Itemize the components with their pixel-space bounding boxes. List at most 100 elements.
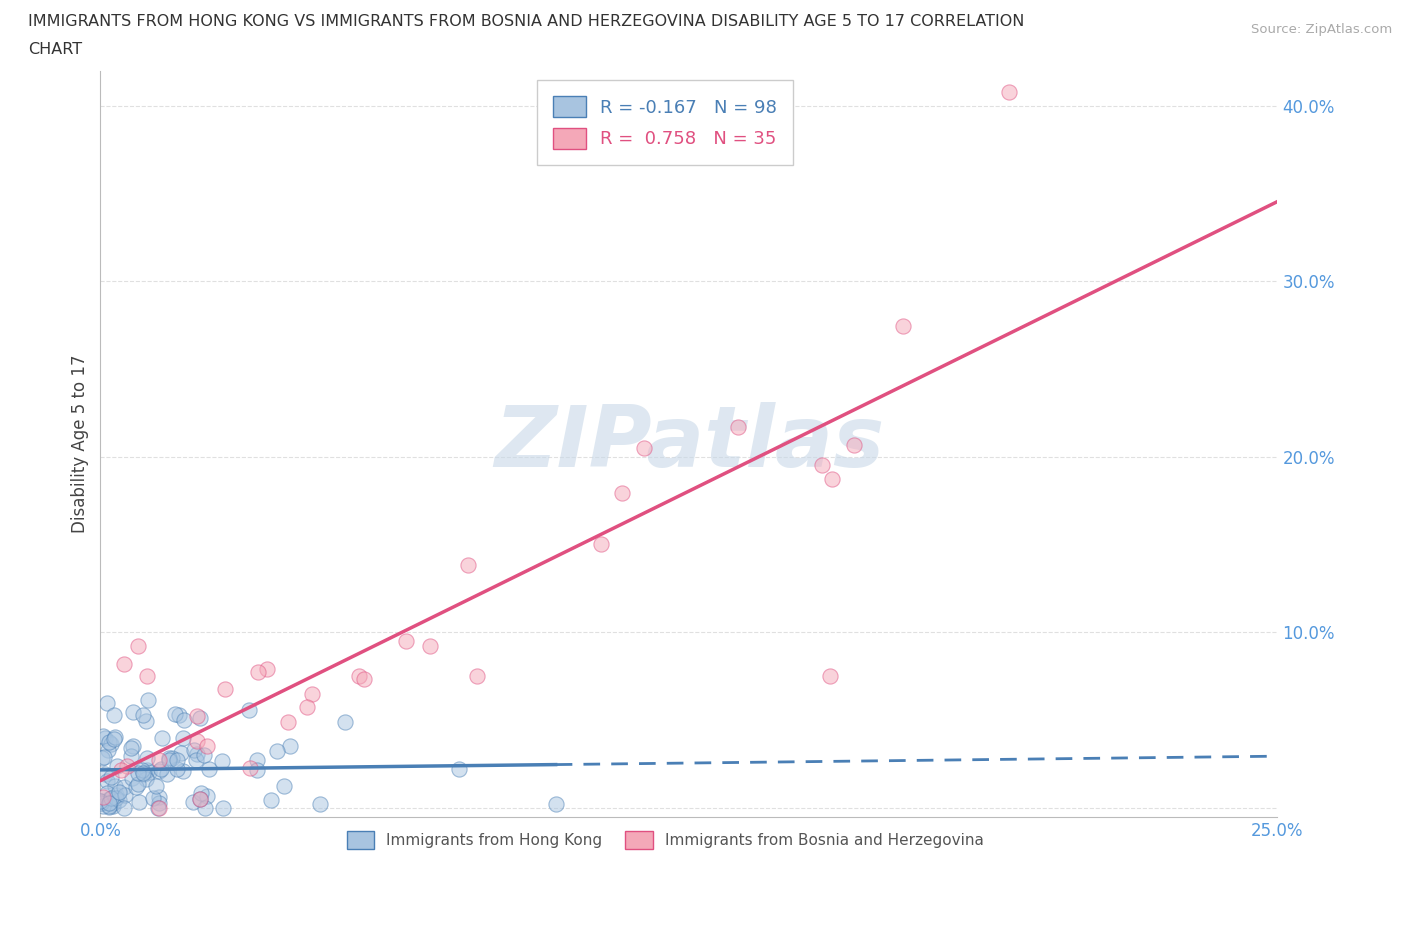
Point <box>107 785 129 800</box>
Point <box>97 795 120 810</box>
Point <box>115 759 138 774</box>
Point <box>256 661 278 676</box>
Point <box>591 537 613 551</box>
Point <box>188 791 211 806</box>
Point <box>183 742 205 757</box>
Point <box>120 749 142 764</box>
Point <box>131 763 153 777</box>
Point <box>107 793 129 808</box>
Point <box>128 795 150 810</box>
Point <box>842 438 865 453</box>
Point <box>105 758 128 773</box>
Point <box>211 801 233 816</box>
Point <box>193 748 215 763</box>
Point <box>90 795 112 810</box>
Point <box>166 752 188 767</box>
Point <box>103 708 125 723</box>
Point <box>419 639 441 654</box>
Point <box>104 791 127 806</box>
Point <box>138 764 160 779</box>
Point <box>91 728 114 743</box>
Point <box>132 707 155 722</box>
Point <box>96 774 118 789</box>
Point <box>278 738 301 753</box>
Point <box>112 779 135 794</box>
Point <box>266 744 288 759</box>
Point <box>98 791 121 806</box>
Point <box>91 799 114 814</box>
Point <box>246 752 269 767</box>
Point <box>148 801 170 816</box>
Point <box>152 731 174 746</box>
Text: ZIPatlas: ZIPatlas <box>494 403 884 485</box>
Point <box>260 792 283 807</box>
Point <box>90 794 112 809</box>
Point <box>94 766 117 781</box>
Point <box>184 752 207 767</box>
Point <box>186 709 208 724</box>
Point <box>104 778 127 793</box>
Point <box>301 686 323 701</box>
Point <box>821 472 844 486</box>
Point <box>156 766 179 781</box>
Point <box>114 788 136 803</box>
Point <box>238 702 260 717</box>
Point <box>127 777 149 791</box>
Point <box>190 785 212 800</box>
Point <box>612 486 634 501</box>
Point <box>181 795 204 810</box>
Point <box>149 762 172 777</box>
Point <box>186 746 208 761</box>
Point <box>998 85 1021 100</box>
Point <box>120 740 142 755</box>
Point <box>214 682 236 697</box>
Point <box>891 318 914 333</box>
Point <box>91 790 114 804</box>
Point <box>132 765 155 780</box>
Point <box>186 734 208 749</box>
Point <box>121 771 143 786</box>
Point <box>165 707 187 722</box>
Point <box>122 705 145 720</box>
Point <box>100 737 122 751</box>
Point <box>633 441 655 456</box>
Point <box>136 763 159 777</box>
Point <box>309 797 332 812</box>
Point <box>195 738 218 753</box>
Point <box>146 801 169 816</box>
Point <box>94 731 117 746</box>
Point <box>172 764 194 778</box>
Point <box>97 743 120 758</box>
Point <box>97 798 120 813</box>
Point <box>101 798 124 813</box>
Point <box>148 764 170 778</box>
Point <box>170 746 193 761</box>
Point <box>136 692 159 707</box>
Point <box>98 800 121 815</box>
Point <box>727 419 749 434</box>
Point <box>457 557 479 572</box>
Point <box>135 714 157 729</box>
Point <box>125 779 148 794</box>
Text: CHART: CHART <box>28 42 82 57</box>
Point <box>90 751 112 765</box>
Point <box>465 669 488 684</box>
Point <box>89 793 111 808</box>
Point <box>166 762 188 777</box>
Point <box>134 766 156 781</box>
Point <box>157 751 180 766</box>
Point <box>112 801 135 816</box>
Point <box>121 738 143 753</box>
Point <box>295 699 318 714</box>
Point <box>157 752 180 767</box>
Point <box>247 665 270 680</box>
Point <box>172 730 194 745</box>
Point <box>173 712 195 727</box>
Point <box>96 696 118 711</box>
Point <box>101 795 124 810</box>
Point <box>395 633 418 648</box>
Legend: Immigrants from Hong Kong, Immigrants from Bosnia and Herzegovina: Immigrants from Hong Kong, Immigrants fr… <box>335 819 997 861</box>
Text: Source: ZipAtlas.com: Source: ZipAtlas.com <box>1251 23 1392 36</box>
Point <box>100 790 122 805</box>
Point <box>110 763 132 777</box>
